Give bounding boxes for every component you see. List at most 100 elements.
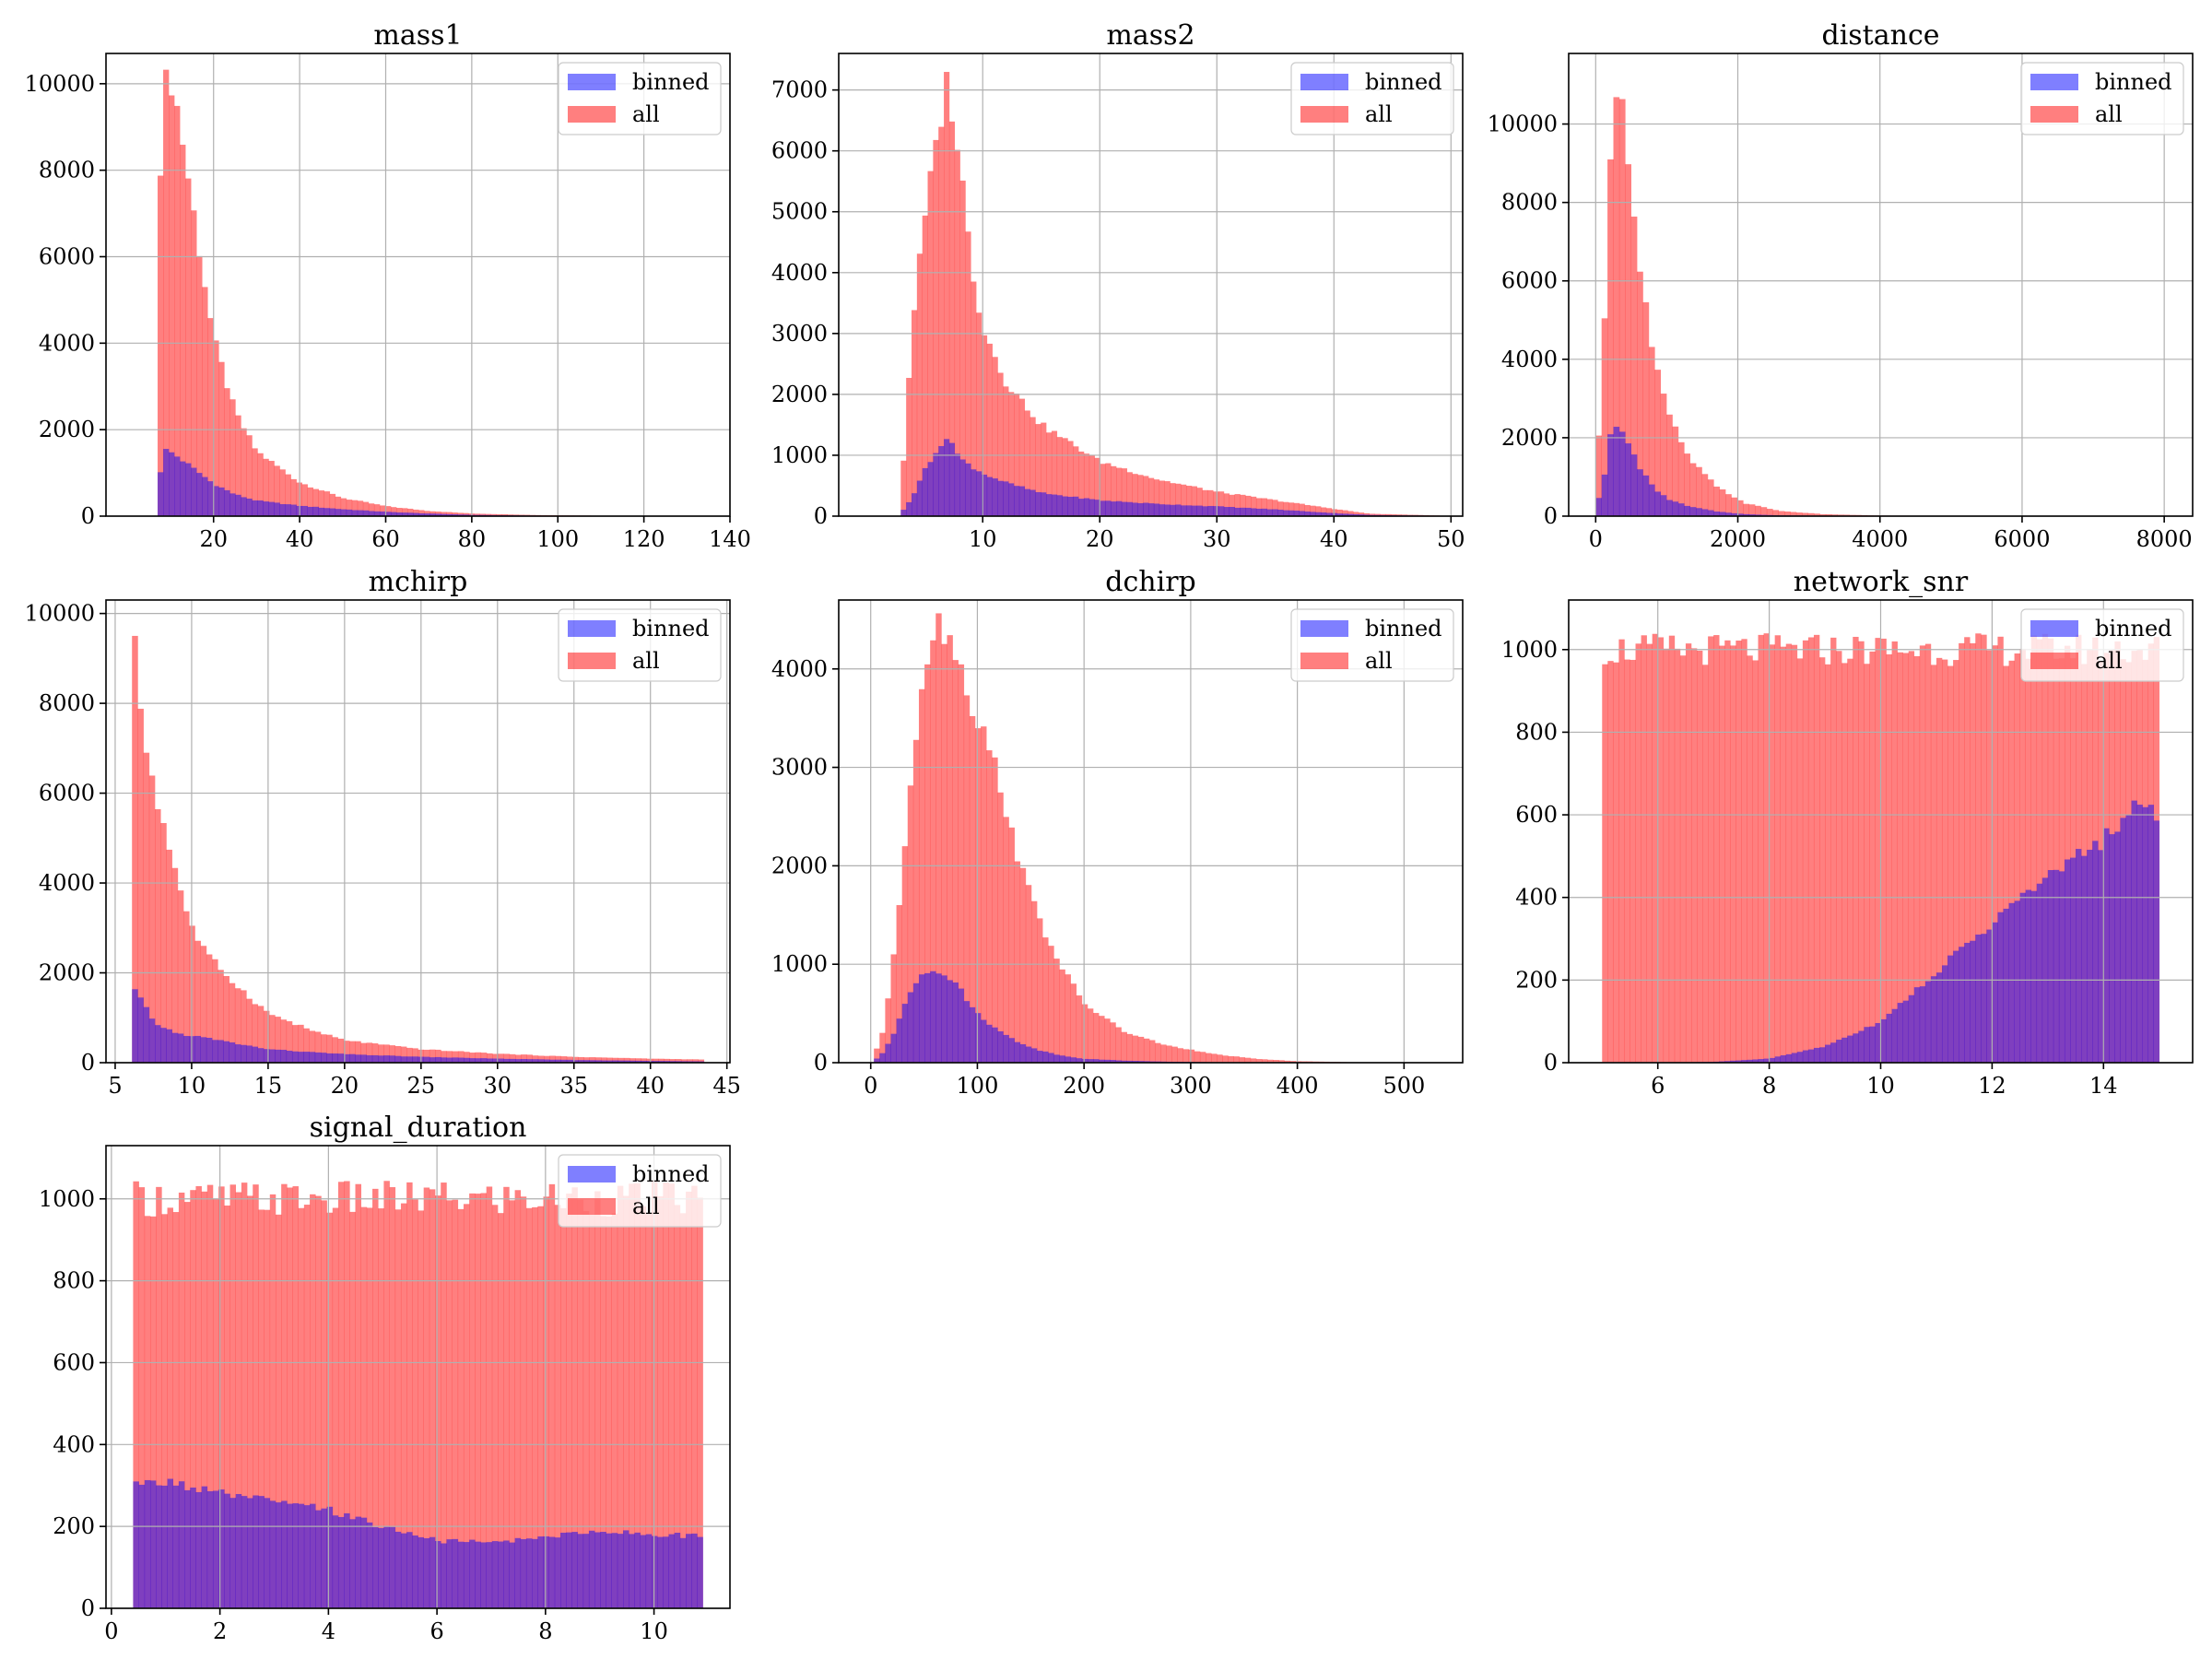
y-tick-label: 400 [53,1431,95,1457]
bar-binned [1059,1055,1065,1063]
y-tick-label: 1000 [39,1186,95,1212]
bar-binned [1358,514,1365,516]
bar-binned [641,1060,648,1063]
bar-all [174,105,181,516]
bar-binned [944,439,950,516]
bar-binned [566,1059,573,1063]
bar-all [663,1182,669,1608]
bar-binned [1191,505,1197,516]
bar-all [687,1059,693,1063]
bar-binned [1725,512,1732,516]
bar-all [1277,501,1284,516]
bar-all [1137,1036,1145,1063]
bar-binned [1858,1030,1865,1063]
bar-all [900,460,907,516]
bar-binned [402,512,408,516]
bar-all [2019,648,2026,1063]
bar-all [1046,432,1053,516]
bar-all [1315,506,1322,516]
x-tick-label: 80 [458,526,487,552]
x-tick-label: 200 [1063,1073,1105,1099]
bar-all [413,509,419,516]
y-tick-label: 6000 [1501,268,1558,294]
bar-all [452,1051,459,1063]
bar-binned [480,1542,487,1608]
x-tick-label: 40 [286,526,314,552]
x-tick-label: 2 [213,1618,227,1644]
bar-binned [1736,513,1744,516]
x-tick-label: 20 [199,526,228,552]
y-tick-label: 3000 [771,321,828,347]
y-tick-label: 7000 [771,77,828,103]
bar-all [384,506,392,516]
bar-all [351,500,359,516]
bar-binned [195,1491,202,1608]
bar-binned [1018,486,1025,516]
bar-binned [1825,1044,1831,1063]
bars-mass1 [158,69,713,516]
chart-panel-mchirp: 5 10 15 20 25 30 35 40 45 0 2000 4000 6000 8000 10000 m… [25,566,741,1099]
bar-all [218,1186,225,1608]
bar-all [2003,665,2009,1063]
bar-binned [218,1489,225,1608]
bar-binned [263,501,269,516]
bar-binned [1042,1051,1049,1063]
bar-binned [1153,503,1160,516]
x-tick-label: 10 [178,1073,206,1099]
bar-all [1701,474,1709,516]
bar-all [457,1208,465,1608]
bar-binned [669,1061,677,1063]
bar-all [368,503,375,516]
bar-binned [275,1502,282,1608]
x-tick-label: 10 [969,526,997,552]
bar-binned [1791,1053,1798,1063]
bar-binned [635,1060,641,1063]
bar-binned [163,449,170,516]
bar-all [402,508,408,516]
bar-binned [303,1505,311,1608]
bar-all [406,1182,413,1608]
bar-binned [269,1049,276,1063]
bar-binned [201,1486,208,1608]
bar-binned [435,513,441,516]
bar-binned [355,1054,361,1063]
bar-all [2058,658,2065,1063]
bar-all [1707,479,1714,516]
bar-all [907,785,914,1063]
bar-all [185,178,192,516]
bar-binned [498,1058,504,1063]
bar-all [692,1059,699,1063]
bar-all [697,1197,703,1608]
bar-all [582,1211,590,1608]
bar-all [486,1186,493,1608]
bar-all [640,1206,647,1608]
bar-binned [469,1058,476,1063]
bar-binned [379,511,386,516]
bar-all [169,95,175,516]
bar-binned [1094,500,1100,516]
legend: binned all [558,608,722,682]
bar-all [452,1199,459,1608]
bar-binned [1003,481,1009,516]
bar-binned [132,989,138,1063]
bar-all [512,514,519,516]
legend-swatch-binned [568,1166,616,1182]
bar-all [611,1213,618,1608]
bar-binned [1272,509,1278,516]
bar-all [286,1021,293,1063]
bar-binned [1743,513,1749,516]
bar-binned [1261,508,1267,516]
x-tick-label: 100 [536,526,579,552]
bar-binned [1689,507,1697,516]
bar-all [498,1053,504,1063]
y-tick-label: 2000 [1501,425,1558,451]
bar-all [1595,435,1602,516]
bar-all [938,126,945,516]
bar-all [475,1194,481,1608]
bar-binned [280,1050,288,1063]
bar-all [2047,638,2054,1063]
bar-all [1053,959,1060,1063]
bar-binned [206,1490,214,1608]
bar-binned [1277,510,1284,516]
bar-all [1986,650,1993,1063]
